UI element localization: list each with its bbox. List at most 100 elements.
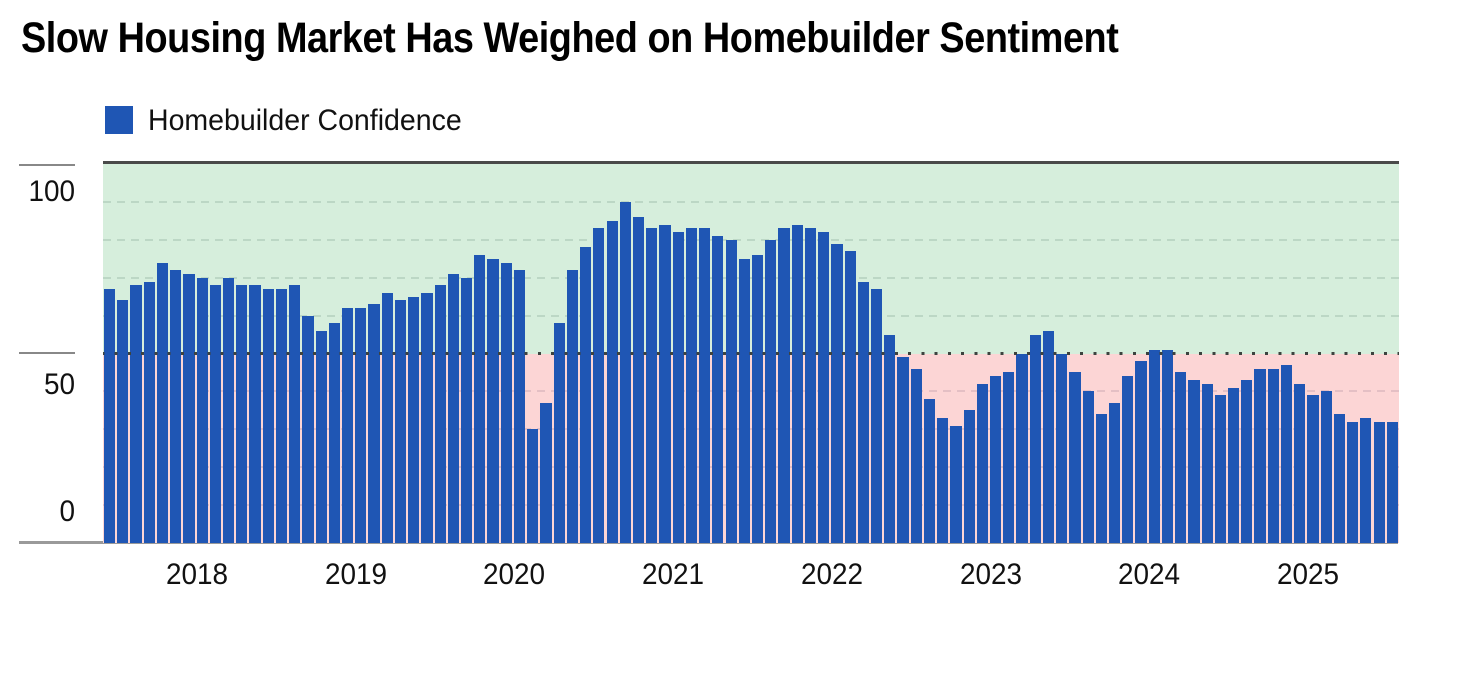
legend-label: Homebuilder Confidence [148, 104, 462, 137]
bar-2024-11 [1254, 368, 1266, 543]
x-year-label-2022: 2022 [800, 558, 863, 591]
background-above-threshold [103, 164, 1399, 354]
bar-2025-08 [1373, 421, 1385, 543]
bar-2017-10 [130, 285, 142, 543]
bar-2020-10 [606, 220, 618, 543]
bar-2025-06 [1347, 421, 1359, 543]
bar-2023-05 [1016, 353, 1028, 543]
bar-2020-06 [553, 323, 565, 543]
bar-2021-09 [751, 254, 764, 543]
y-label-100: 100 [28, 175, 75, 208]
bar-2023-11 [1095, 414, 1107, 543]
bar-2020-04 [527, 429, 539, 543]
bar-2018-08 [262, 289, 274, 543]
bar-2024-09 [1228, 387, 1240, 543]
bar-2017-08 [104, 289, 116, 543]
bar-2024-04 [1161, 349, 1174, 543]
bar-2022-11 [937, 417, 949, 543]
bar-2022-06 [870, 289, 883, 543]
bar-2023-06 [1029, 334, 1041, 543]
bar-2022-01 [804, 228, 817, 543]
x-year-label-2025: 2025 [1276, 558, 1339, 591]
bar-2018-02 [183, 273, 195, 543]
bar-2021-02 [659, 224, 671, 543]
bar-2024-01 [1122, 376, 1134, 543]
bar-2025-03 [1307, 395, 1319, 543]
bar-2021-08 [738, 258, 750, 543]
bar-2018-06 [236, 285, 248, 543]
bar-2020-05 [540, 402, 552, 543]
y-tick-50 [19, 352, 75, 354]
bar-2023-03 [990, 376, 1002, 543]
bar-2024-02 [1135, 361, 1147, 543]
bar-2025-05 [1333, 414, 1346, 543]
plot-area [103, 164, 1399, 543]
y-tick-100 [19, 164, 75, 166]
bar-2019-06 [394, 300, 407, 543]
bar-2021-11 [778, 228, 790, 543]
bar-2020-11 [619, 201, 631, 543]
bar-2025-09 [1386, 421, 1398, 543]
bar-2023-01 [963, 410, 975, 543]
bar-2024-07 [1201, 383, 1213, 543]
bar-2017-09 [117, 300, 129, 543]
gridline-20 [103, 466, 1399, 469]
x-year-label-2021: 2021 [642, 558, 705, 591]
bar-2019-12 [474, 254, 486, 543]
bar-2019-01 [328, 323, 340, 543]
bar-2019-07 [408, 296, 420, 543]
bar-2021-05 [699, 228, 711, 543]
bar-2022-10 [923, 398, 936, 543]
bar-2025-02 [1294, 383, 1306, 543]
x-year-label-2020: 2020 [483, 558, 546, 591]
bar-2018-10 [289, 285, 301, 543]
bar-2020-01 [487, 258, 499, 543]
bar-2022-08 [897, 357, 909, 543]
x-year-label-2023: 2023 [959, 558, 1022, 591]
gridline-90 [103, 200, 1399, 203]
gridline-40 [103, 390, 1399, 393]
bar-2022-12 [950, 425, 962, 543]
bar-2018-03 [196, 277, 208, 543]
bar-2024-05 [1175, 372, 1187, 543]
gridline-30 [103, 428, 1399, 431]
bar-2023-07 [1042, 330, 1055, 543]
bar-2018-09 [275, 289, 288, 543]
bar-2023-04 [1003, 372, 1015, 543]
bar-2021-06 [712, 236, 724, 543]
bar-2019-10 [447, 273, 459, 543]
x-year-label-2019: 2019 [324, 558, 387, 591]
bar-2020-02 [500, 262, 512, 543]
bar-2018-01 [170, 270, 182, 543]
x-axis-labels: 2018 2019 2020 2021 2022 2023 2024 2025 [103, 558, 1399, 594]
gridline-80 [103, 238, 1399, 241]
bar-2019-09 [434, 285, 446, 543]
bar-2021-12 [791, 224, 803, 543]
bar-2020-09 [593, 228, 605, 543]
bar-2019-04 [368, 304, 380, 543]
bar-2025-07 [1360, 417, 1372, 543]
bar-2020-03 [513, 270, 526, 543]
bar-2023-12 [1109, 402, 1121, 543]
gridline-60 [103, 314, 1399, 317]
bar-2022-07 [884, 334, 896, 543]
bar-2024-12 [1267, 368, 1279, 543]
bar-2020-12 [632, 217, 645, 543]
bar-2022-04 [844, 251, 856, 543]
gridline-70 [103, 276, 1399, 279]
threshold-line-50 [103, 352, 1399, 355]
bar-2021-03 [672, 232, 684, 543]
bar-2017-12 [156, 262, 169, 543]
bar-2021-04 [685, 228, 698, 543]
gridline-10 [103, 504, 1399, 507]
bar-2020-07 [566, 270, 579, 543]
bar-2018-05 [223, 277, 235, 543]
bar-2024-06 [1188, 380, 1200, 543]
bar-2024-08 [1214, 395, 1226, 543]
bar-2022-09 [910, 368, 922, 543]
bar-2018-04 [209, 285, 221, 543]
bar-2019-05 [381, 292, 393, 543]
bar-2018-12 [315, 330, 327, 543]
bar-2021-07 [725, 239, 737, 543]
